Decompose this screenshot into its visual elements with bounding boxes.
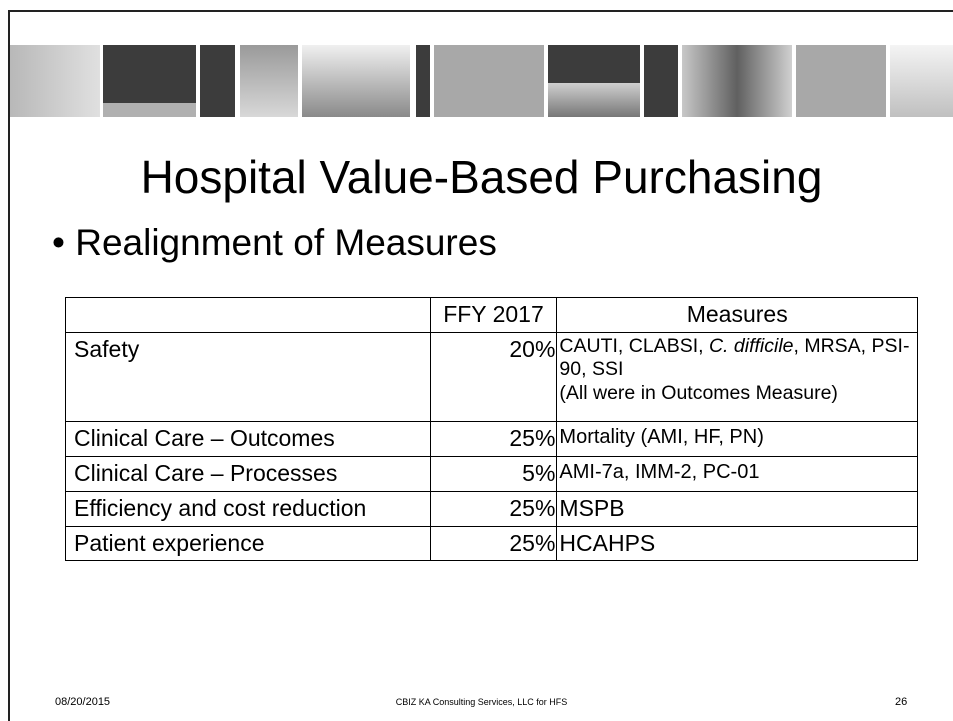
measures-table: FFY 2017 Measures Safety 20% CAUTI, CLAB… — [65, 297, 918, 562]
bullet: • Realignment of Measures — [52, 222, 497, 263]
weight-cell: 25% — [429, 525, 558, 562]
slide-title: Hospital Value-Based Purchasing — [140, 151, 823, 203]
table-row: Patient experience 25% HCAHPS — [65, 525, 918, 562]
measures-cell: AMI-7a, IMM-2, PC-01 — [556, 455, 918, 492]
measures-note: (All were in Outcomes Measure) — [559, 381, 838, 404]
footer-date: 08/20/2015 — [55, 696, 111, 708]
domain-cell: Clinical Care – Processes — [65, 455, 431, 492]
table-row: Clinical Care – Outcomes 25% Mortality (… — [65, 420, 918, 457]
weight-cell: 25% — [429, 420, 558, 457]
weight-cell: 20% — [429, 331, 558, 422]
photo-banner — [10, 45, 953, 117]
page-number: 26 — [895, 696, 908, 708]
weight-cell: 5% — [429, 455, 558, 492]
domain-cell: Safety — [65, 331, 431, 422]
bullet-text: Realignment of Measures — [75, 222, 497, 263]
table-row: Safety 20% CAUTI, CLABSI, C. difficile, … — [65, 331, 918, 422]
measures-cell: Mortality (AMI, HF, PN) — [556, 420, 918, 457]
header-cell — [65, 297, 431, 333]
measures-cell: HCAHPS — [556, 525, 918, 562]
header-cell: FFY 2017 — [429, 297, 558, 333]
measures-cell: CAUTI, CLABSI, C. difficile, MRSA, PSI-9… — [556, 331, 918, 422]
weight-cell: 25% — [429, 490, 558, 527]
measures-text: CAUTI, CLABSI, — [559, 334, 709, 357]
measures-text: , MRSA, PSI-90, SSI — [559, 334, 910, 381]
measures-text: C. difficile — [708, 334, 794, 357]
slide-frame — [8, 10, 953, 721]
domain-cell: Efficiency and cost reduction — [65, 490, 431, 527]
header-row: FFY 2017 Measures — [65, 297, 918, 333]
table-row: Efficiency and cost reduction 25% MSPB — [65, 490, 918, 527]
measures-cell: MSPB — [556, 490, 918, 527]
domain-cell: Clinical Care – Outcomes — [65, 420, 431, 457]
header-cell: Measures — [556, 297, 918, 333]
table-row: Clinical Care – Processes 5% AMI-7a, IMM… — [65, 455, 918, 492]
domain-cell: Patient experience — [65, 525, 431, 562]
footer-text: CBIZ KA Consulting Services, LLC for HFS — [395, 697, 568, 707]
